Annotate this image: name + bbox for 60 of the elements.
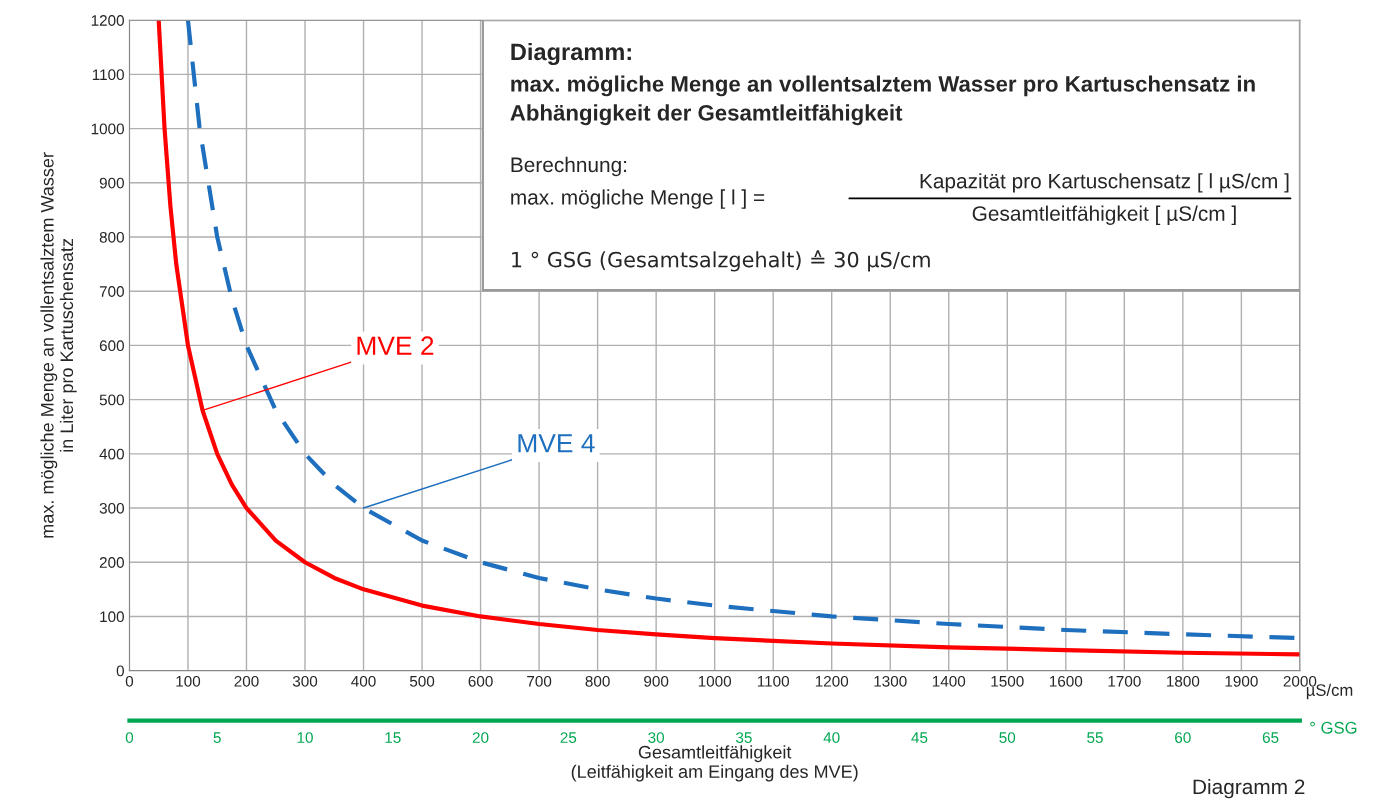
x2-tick-label: 0 xyxy=(125,732,134,743)
x-tick-label: 800 xyxy=(585,675,610,687)
x2-tick-label: 30 xyxy=(648,732,665,743)
annotation: max. mögliche Menge [ l ] = xyxy=(511,189,765,209)
y-tick-label: 800 xyxy=(99,231,124,243)
x-tick-label: 100 xyxy=(176,675,201,687)
x-tick-label: 600 xyxy=(468,675,493,687)
annotation: Kapazität pro Kartuschensatz [ l µS/cm ] xyxy=(920,173,1289,193)
x-tick-label: 1600 xyxy=(1049,675,1083,687)
x2-tick-label: 45 xyxy=(911,732,928,743)
x-tick-label: 400 xyxy=(351,675,376,687)
y-tick-label: 200 xyxy=(99,557,124,568)
text: MVE 2 xyxy=(357,336,434,355)
text: Diagramm: xyxy=(511,42,631,66)
text: max. mögliche Menge an vollentsalztem Wasser pro Kartuschensatz in Abhängigkeit der Gesamtleitfähigkeit xyxy=(510,75,1255,126)
annotation: 1 ° GSG (Gesamtsalzgehalt) ≙ 30 µS/cm xyxy=(512,250,930,272)
text: MVE 4 xyxy=(518,434,595,453)
y-tick-label: 900 xyxy=(99,177,124,189)
x2-tick-label: 35 xyxy=(735,732,752,743)
x-tick-label: 500 xyxy=(409,675,435,687)
x2-tick-label: 15 xyxy=(385,732,401,743)
y-tick-label: 1200 xyxy=(91,15,124,26)
x-tick-label: 1900 xyxy=(1225,675,1258,687)
x2-tick-label: 25 xyxy=(560,732,577,743)
x2-axis-title: ° GSG xyxy=(1310,721,1357,734)
y-tick-label: 400 xyxy=(99,448,124,460)
x-tick-label: 1100 xyxy=(757,675,790,687)
x-tick-label: 1500 xyxy=(991,675,1024,687)
y-tick-label: 500 xyxy=(99,394,124,406)
text: Diagramm 2 xyxy=(1193,778,1305,799)
x-tick-label: 200 xyxy=(234,675,259,687)
x-tick-label: 1400 xyxy=(932,675,966,687)
x-tick-label: 700 xyxy=(527,675,552,687)
y-tick-label: 100 xyxy=(100,611,124,623)
x2-tick-label: 50 xyxy=(999,732,1016,743)
y-tick-label: 1100 xyxy=(92,69,124,81)
y-axis-title: max. mögliche Menge an vollentsalztem Wasser in Liter pro Kartuschensatz xyxy=(40,152,77,538)
x-tick-label: 1300 xyxy=(874,675,907,687)
x-tick-label: 1000 xyxy=(698,675,732,687)
x2-tick-label: 5 xyxy=(213,732,221,743)
x-tick-label: 900 xyxy=(644,675,669,687)
annotation: Berechnung: xyxy=(511,156,627,177)
x-tick-label: 1700 xyxy=(1108,675,1141,687)
x-axis-title: Gesamtleitfähigkeit (Leitfähigkeit am Eingang des MVE) xyxy=(571,745,858,782)
y-tick-label: 700 xyxy=(99,286,124,297)
x2-tick-label: 40 xyxy=(823,732,840,743)
x2-tick-label: 60 xyxy=(1175,732,1191,743)
annotation: Gesamtleitfähigkeit [ µS/cm ] xyxy=(972,205,1236,225)
x2-tick-label: 55 xyxy=(1087,732,1103,743)
x2-tick-label: 65 xyxy=(1262,732,1279,743)
x2-tick-label: 20 xyxy=(472,732,489,743)
y-tick-label: 300 xyxy=(99,502,124,514)
y-tick-label: 1000 xyxy=(91,123,124,135)
y-tick-label: 600 xyxy=(99,340,124,352)
x-tick-label: 0 xyxy=(125,675,134,687)
x-tick-label: 300 xyxy=(292,675,318,687)
x2-tick-label: 10 xyxy=(297,732,313,743)
x-tick-label: 1200 xyxy=(815,675,849,687)
x-tick-label: 1800 xyxy=(1167,675,1200,687)
y-tick-label: 0 xyxy=(116,665,124,677)
